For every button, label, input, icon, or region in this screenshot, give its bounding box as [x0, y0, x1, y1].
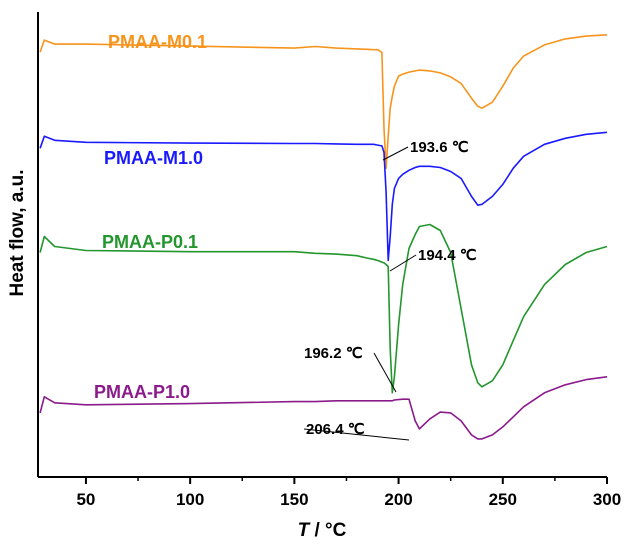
x-tick-label: 100 [176, 490, 204, 509]
x-tick-label: 200 [384, 490, 412, 509]
peak-annotation: 206.4 ℃ [306, 421, 365, 438]
x-tick-label: 300 [593, 490, 621, 509]
series-label: PMAA-P0.1 [102, 232, 198, 252]
x-axis-title: T / °C [298, 520, 347, 541]
series-line-pmaa-m0.1 [39, 34, 608, 170]
axes: 50 100 150 200 250 300 [37, 12, 621, 509]
annotation-leader [382, 146, 409, 161]
series-label: PMAA-M1.0 [104, 148, 203, 168]
y-axis-title: Heat flow, a.u. [7, 169, 28, 296]
annotation-leader [389, 254, 417, 272]
series-line-pmaa-m1.0 [39, 131, 608, 262]
peak-annotation: 196.2 ℃ [304, 345, 363, 362]
series-label: PMAA-P1.0 [94, 382, 190, 402]
peak-annotation: 193.6 ℃ [410, 139, 469, 156]
x-tick-label: 150 [280, 490, 308, 509]
annotation-leader [303, 428, 410, 441]
series-line-pmaa-p0.1 [39, 223, 608, 394]
series-layer [39, 34, 608, 440]
x-axis-title-unit: / °C [309, 520, 346, 541]
x-axis-title-symbol: T [298, 520, 311, 541]
series-label: PMAA-M0.1 [108, 32, 207, 52]
x-tick-label: 50 [76, 490, 95, 509]
annotation-leader [373, 352, 397, 393]
x-tick-label: 250 [489, 490, 517, 509]
series-line-pmaa-p1.0 [39, 376, 608, 440]
labels-layer: PMAA-M0.1 193.6 ℃ PMAA-M1.0 194.4 ℃ PMAA-P0.… [94, 32, 477, 441]
peak-annotation: 194.4 ℃ [418, 247, 477, 264]
